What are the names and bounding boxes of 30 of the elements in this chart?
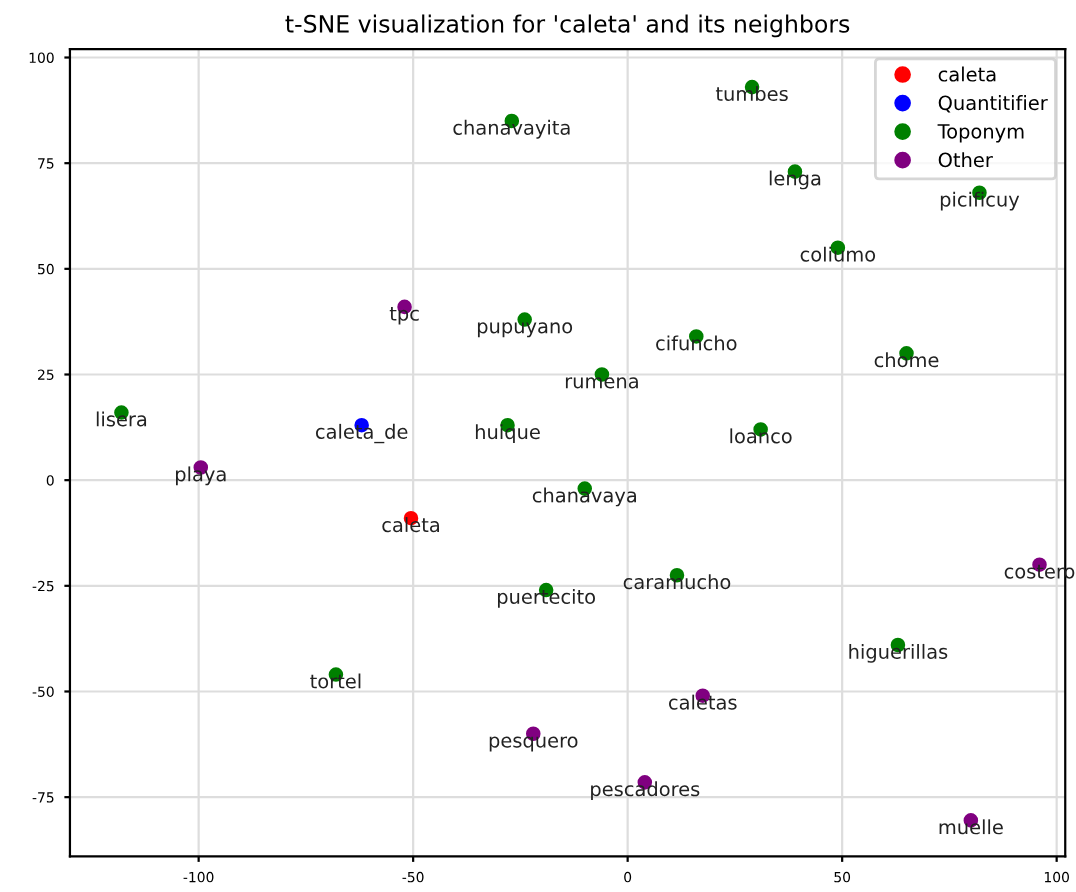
annotation: picificuy [940, 191, 1020, 211]
annotation: tortel [310, 673, 361, 689]
annotation: muelle [939, 819, 1003, 835]
annotation: chanavaya [532, 487, 636, 507]
legend-label: Toponym [937, 124, 1024, 143]
annotation: caleta [382, 517, 439, 533]
annotation: pesquero [489, 736, 578, 752]
annotation: lisera [96, 411, 147, 427]
annotation: coliumo [800, 246, 876, 262]
annotation: caramucho [623, 574, 731, 590]
annotation: caleta_de [315, 423, 408, 444]
annotation: tpc [389, 306, 419, 325]
annotation: loanco [730, 428, 792, 444]
legend-label: caleta [938, 66, 996, 82]
annotation: huique [475, 424, 540, 443]
annotation: caletas [668, 694, 737, 710]
annotation: playa [176, 466, 226, 486]
annotation: chome [874, 352, 939, 368]
annotation: lenga [769, 170, 821, 190]
legend-label: Other [938, 152, 993, 168]
annotation: higuerillas [849, 643, 948, 663]
annotation: pescadores [591, 781, 700, 801]
annotation: tumbes [715, 86, 788, 102]
chart-title: t-SNE visualization for 'caleta' and its neighbors [285, 14, 850, 38]
legend-label: Quantitifier [938, 95, 1048, 113]
annotation: cifuncho [656, 335, 737, 351]
annotation: puertecito [497, 588, 595, 608]
annotation: pupuyano [477, 322, 573, 338]
annotation: rumena [565, 377, 638, 389]
annotation: chanavayita [453, 119, 570, 139]
